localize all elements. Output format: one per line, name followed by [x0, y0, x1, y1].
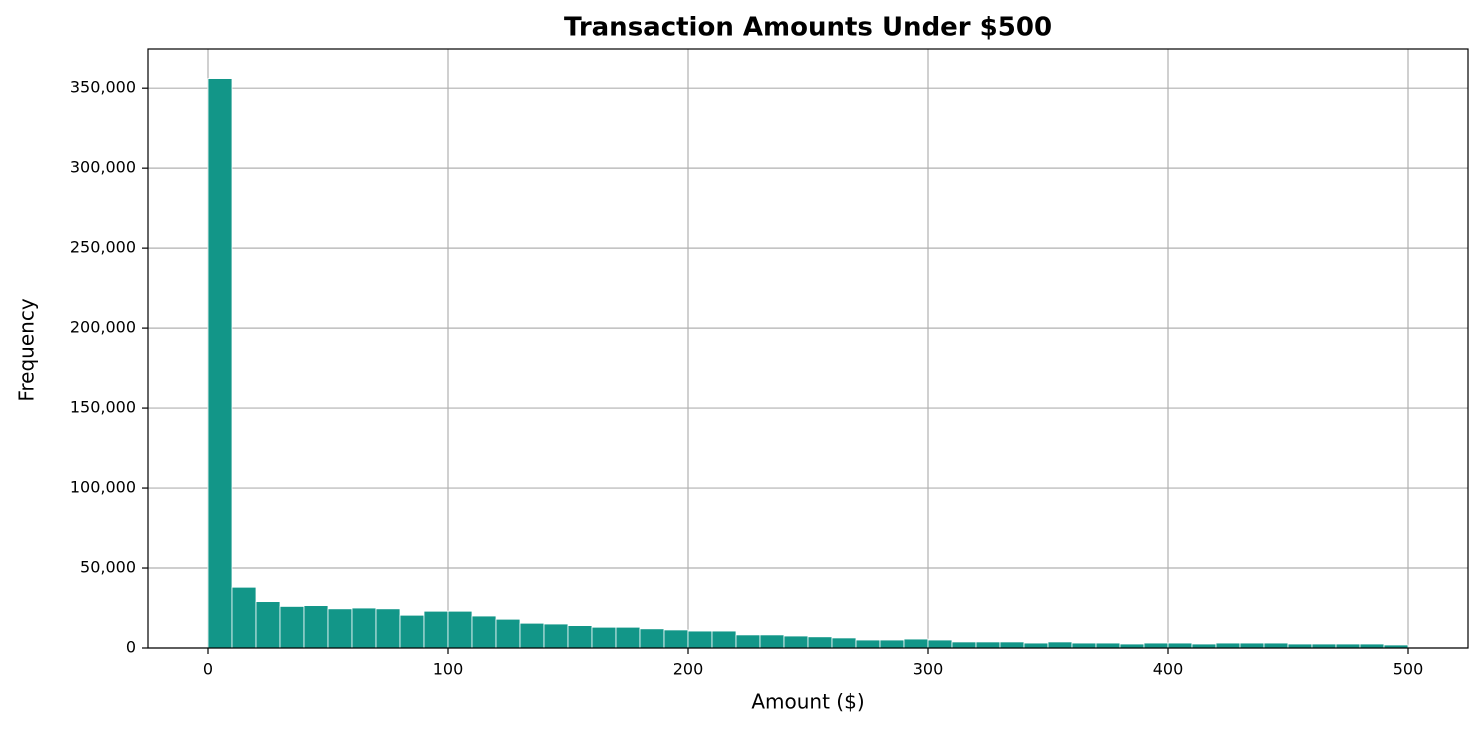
- y-tick-label: 50,000: [80, 558, 136, 577]
- x-tick-label: 500: [1393, 660, 1424, 679]
- bar: [351, 607, 377, 649]
- bar: [567, 625, 593, 649]
- x-tick-label: 100: [433, 660, 464, 679]
- bar: [447, 610, 473, 649]
- y-tick-label: 150,000: [70, 398, 136, 417]
- bar: [1215, 642, 1241, 649]
- bar: [855, 639, 881, 649]
- bar: [1095, 642, 1121, 649]
- bar: [519, 622, 545, 649]
- bar: [1071, 642, 1097, 649]
- bar: [927, 639, 953, 649]
- bar: [591, 626, 617, 649]
- bar: [759, 634, 785, 649]
- bar: [807, 636, 833, 649]
- bar: [951, 641, 977, 649]
- bar: [543, 623, 569, 649]
- bar: [279, 606, 305, 649]
- bar: [1143, 642, 1169, 649]
- y-axis-label: Frequency: [15, 298, 39, 401]
- y-tick-label: 250,000: [70, 238, 136, 257]
- x-tick-label: 200: [673, 660, 704, 679]
- bar: [399, 614, 425, 649]
- chart-title: Transaction Amounts Under $500: [564, 13, 1052, 43]
- x-tick-label: 0: [203, 660, 213, 679]
- bar: [231, 586, 257, 649]
- bar: [255, 601, 281, 649]
- y-tick-label: 100,000: [70, 478, 136, 497]
- bar: [711, 630, 737, 649]
- bar: [663, 629, 689, 649]
- y-tick-label: 350,000: [70, 78, 136, 97]
- x-tick-label: 400: [1153, 660, 1184, 679]
- bar: [423, 610, 449, 649]
- bar: [1239, 642, 1265, 649]
- bar: [1263, 642, 1289, 649]
- bar: [975, 641, 1001, 649]
- bar: [999, 641, 1025, 649]
- bar: [687, 630, 713, 649]
- bar: [375, 608, 401, 649]
- bar: [495, 618, 521, 649]
- y-tick-label: 200,000: [70, 318, 136, 337]
- plot-frame: [147, 48, 1469, 649]
- x-tick-label: 300: [913, 660, 944, 679]
- y-tick-label: 300,000: [70, 158, 136, 177]
- bar: [783, 635, 809, 649]
- bar: [1047, 641, 1073, 649]
- bar: [327, 608, 353, 649]
- bar: [879, 639, 905, 649]
- bar: [207, 78, 233, 649]
- bar: [471, 615, 497, 649]
- bar: [831, 637, 857, 649]
- bar: [1167, 642, 1193, 649]
- bar: [615, 626, 641, 649]
- bar: [639, 628, 665, 649]
- bar: [1023, 642, 1049, 649]
- bar: [903, 638, 929, 649]
- x-axis-label: Amount ($): [751, 690, 864, 714]
- bar: [303, 605, 329, 649]
- bar: [735, 634, 761, 649]
- y-tick-label: 0: [126, 638, 136, 657]
